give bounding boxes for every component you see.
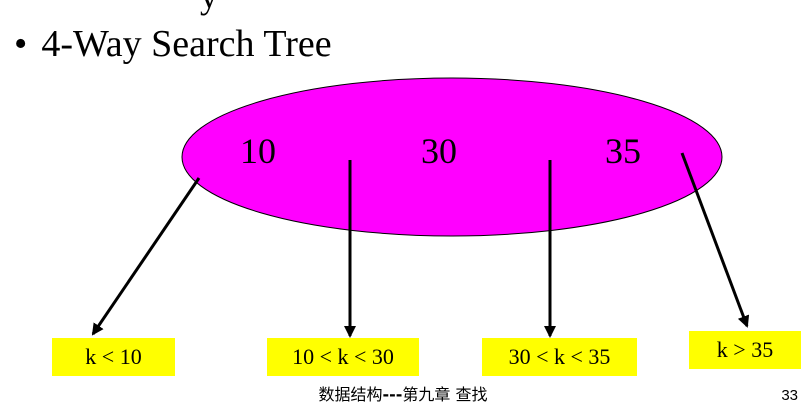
page-number: 33 — [781, 387, 798, 404]
node-ellipse — [181, 77, 723, 237]
clipped-title-fragment: y — [200, 0, 218, 14]
bullet-icon: • — [14, 23, 28, 65]
child-pointer-arrow-4 — [680, 152, 750, 328]
node-key-2: 30 — [421, 131, 457, 171]
node-key-3: 35 — [605, 131, 641, 171]
child-range-box-2: 10 < k < 30 — [267, 338, 419, 376]
child-range-box-4: k > 35 — [689, 331, 801, 369]
bullet-text: 4-Way Search Tree — [41, 23, 332, 65]
slide-footer: 数据结构---第九章 查找 — [0, 385, 806, 405]
node-key-1: 10 — [240, 131, 276, 171]
footer-separator: --- — [382, 385, 403, 404]
child-range-box-3: 30 < k < 35 — [482, 338, 637, 376]
footer-course-title: 数据结构 — [318, 385, 383, 404]
bullet-point: • 4-Way Search Tree — [14, 22, 332, 66]
child-pointer-arrow-1 — [91, 177, 201, 336]
footer-chapter-title: 第九章 查找 — [402, 385, 488, 404]
child-range-box-1: k < 10 — [52, 338, 175, 376]
